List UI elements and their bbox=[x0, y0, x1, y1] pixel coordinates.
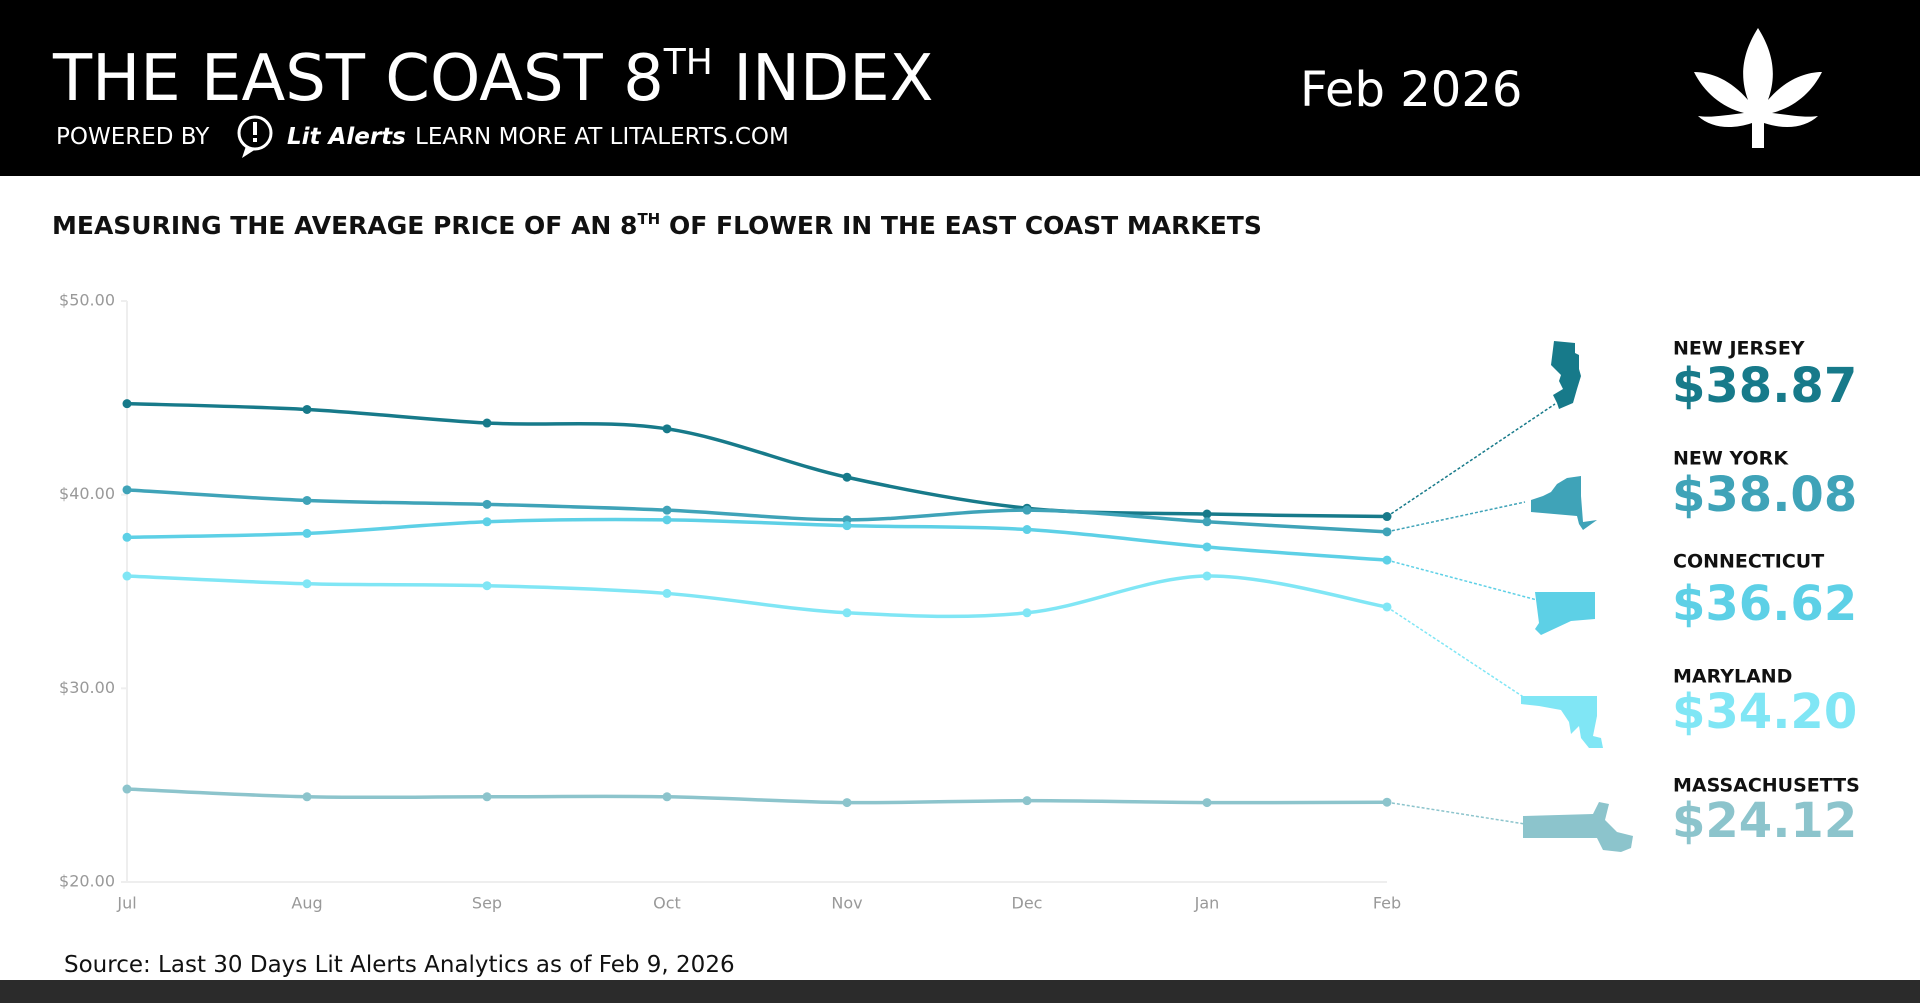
series-line bbox=[126, 787, 1388, 805]
header-date: Feb 2026 bbox=[1300, 62, 1522, 118]
data-point bbox=[122, 532, 132, 542]
subtitle-sup: TH bbox=[637, 210, 660, 228]
legend-name: CONNECTICUT bbox=[1673, 551, 1824, 573]
leader-line bbox=[1386, 606, 1526, 699]
header-band bbox=[0, 0, 1920, 176]
data-point bbox=[302, 495, 312, 505]
y-tick-label: $40.00 bbox=[59, 484, 115, 503]
data-point bbox=[122, 571, 132, 581]
data-point bbox=[662, 515, 672, 525]
y-tick-label: $50.00 bbox=[59, 291, 115, 310]
brand-icon bbox=[237, 115, 273, 158]
data-point bbox=[1022, 525, 1032, 535]
data-point bbox=[1202, 798, 1212, 808]
header-title: THE EAST COAST 8TH INDEX bbox=[52, 42, 934, 116]
data-point bbox=[482, 792, 492, 802]
subtitle-part: OF FLOWER IN THE EAST COAST MARKETS bbox=[660, 211, 1262, 240]
legend-value: $38.08 bbox=[1672, 467, 1857, 523]
source: Source: Last 30 Days Lit Alerts Analytic… bbox=[64, 952, 735, 978]
x-tick-label: Oct bbox=[653, 894, 681, 913]
data-point bbox=[1202, 542, 1212, 552]
data-point bbox=[1022, 796, 1032, 806]
data-point bbox=[122, 399, 132, 409]
data-point bbox=[1202, 571, 1212, 581]
footer-band bbox=[0, 980, 1920, 1003]
subtitle-part: MEASURING THE AVERAGE PRICE OF AN 8 bbox=[52, 211, 637, 240]
title-part: INDEX bbox=[713, 42, 934, 116]
state-icon bbox=[1535, 592, 1595, 635]
legend-name: NEW JERSEY bbox=[1673, 338, 1805, 360]
data-point bbox=[842, 798, 852, 808]
legend-value: $36.62 bbox=[1672, 576, 1857, 632]
data-point bbox=[1202, 517, 1212, 527]
data-point bbox=[122, 485, 132, 495]
data-point bbox=[302, 792, 312, 802]
leader-line bbox=[1386, 801, 1526, 825]
data-point bbox=[662, 424, 672, 434]
data-point bbox=[482, 581, 492, 591]
x-tick-label: Aug bbox=[291, 894, 322, 913]
state-icon bbox=[1531, 476, 1597, 530]
leader-line bbox=[1386, 501, 1526, 533]
data-point bbox=[482, 418, 492, 428]
title-sup: TH bbox=[663, 42, 713, 83]
data-point bbox=[302, 404, 312, 414]
series-line bbox=[126, 517, 1388, 562]
x-tick-label: Sep bbox=[472, 894, 502, 913]
x-tick-label: Nov bbox=[831, 894, 862, 913]
legend-name: MARYLAND bbox=[1673, 666, 1792, 688]
series-line bbox=[126, 574, 1388, 619]
leader-line bbox=[1386, 559, 1538, 601]
x-tick-label: Feb bbox=[1373, 894, 1401, 913]
state-icon bbox=[1521, 696, 1603, 748]
data-point bbox=[122, 784, 132, 794]
leader-line bbox=[1386, 403, 1556, 518]
data-point bbox=[1022, 608, 1032, 618]
data-point bbox=[842, 521, 852, 531]
state-icon bbox=[1551, 341, 1581, 409]
title-part: THE EAST COAST 8 bbox=[52, 42, 664, 116]
data-point bbox=[842, 608, 852, 618]
x-tick-label: Dec bbox=[1012, 894, 1043, 913]
x-tick-label: Jan bbox=[1194, 894, 1220, 913]
data-point bbox=[482, 517, 492, 527]
legend-name: NEW YORK bbox=[1673, 448, 1789, 470]
learn-more[interactable]: LEARN MORE AT LITALERTS.COM bbox=[415, 124, 789, 150]
data-point bbox=[1022, 505, 1032, 515]
legend-value: $34.20 bbox=[1672, 684, 1857, 740]
data-point bbox=[1202, 509, 1212, 519]
powered-by: POWERED BY bbox=[56, 124, 210, 150]
brand: Lit Alerts bbox=[287, 124, 406, 150]
leaf-icon bbox=[1694, 28, 1822, 148]
subtitle: MEASURING THE AVERAGE PRICE OF AN 8TH OF… bbox=[52, 210, 1262, 240]
y-tick-label: $20.00 bbox=[59, 872, 115, 891]
data-point bbox=[482, 499, 492, 509]
data-point bbox=[662, 792, 672, 802]
data-point bbox=[842, 472, 852, 482]
state-icon bbox=[1523, 802, 1633, 852]
data-point bbox=[662, 588, 672, 598]
y-tick-label: $30.00 bbox=[59, 678, 115, 697]
data-point bbox=[662, 505, 672, 515]
series-line bbox=[126, 401, 1388, 519]
series-line bbox=[126, 488, 1388, 534]
legend-value: $38.87 bbox=[1672, 358, 1857, 414]
legend-value: $24.12 bbox=[1672, 793, 1857, 849]
x-tick-label: Jul bbox=[116, 894, 136, 913]
legend-name: MASSACHUSETTS bbox=[1673, 775, 1860, 797]
data-point bbox=[302, 528, 312, 538]
data-point bbox=[302, 579, 312, 589]
